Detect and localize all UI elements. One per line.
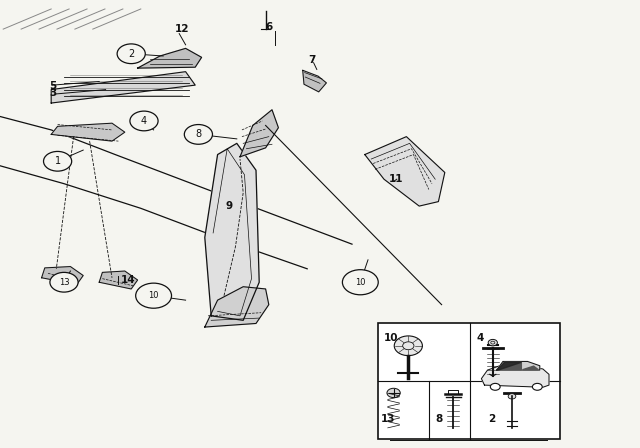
Polygon shape [99, 271, 138, 289]
Text: 10: 10 [355, 278, 365, 287]
Circle shape [532, 383, 542, 390]
Text: 10: 10 [148, 291, 159, 300]
Polygon shape [497, 362, 522, 370]
Polygon shape [365, 137, 445, 206]
Polygon shape [499, 362, 522, 370]
Text: 14: 14 [121, 275, 135, 285]
Circle shape [136, 283, 172, 308]
Circle shape [130, 111, 158, 131]
Polygon shape [205, 143, 259, 320]
Circle shape [387, 388, 400, 398]
Text: 4: 4 [141, 116, 147, 126]
Circle shape [490, 383, 500, 390]
Text: 10: 10 [384, 333, 399, 343]
Circle shape [117, 44, 145, 64]
Text: C005454-: C005454- [445, 431, 489, 440]
Circle shape [50, 272, 78, 292]
Polygon shape [240, 110, 278, 157]
Text: 3: 3 [49, 88, 57, 98]
Text: 11: 11 [389, 174, 403, 184]
Text: 7: 7 [308, 55, 316, 65]
Text: 12: 12 [175, 24, 189, 34]
Text: 6: 6 [265, 22, 273, 32]
Circle shape [184, 125, 212, 144]
Text: 2: 2 [488, 414, 495, 424]
Circle shape [342, 270, 378, 295]
Polygon shape [497, 362, 540, 370]
Text: 2: 2 [128, 49, 134, 59]
Text: 1: 1 [54, 156, 61, 166]
Text: 13: 13 [59, 278, 69, 287]
Polygon shape [481, 366, 549, 387]
Polygon shape [51, 123, 125, 141]
Polygon shape [138, 48, 202, 68]
Text: 5: 5 [49, 81, 57, 91]
Text: 4: 4 [477, 333, 484, 343]
Polygon shape [303, 70, 326, 92]
Circle shape [394, 336, 422, 356]
Text: 8: 8 [195, 129, 202, 139]
Circle shape [44, 151, 72, 171]
Circle shape [488, 340, 497, 346]
Text: 9: 9 [225, 201, 233, 211]
Text: 13: 13 [381, 414, 396, 424]
Circle shape [508, 394, 516, 399]
Polygon shape [523, 366, 538, 370]
Polygon shape [205, 287, 269, 327]
Text: 8: 8 [435, 414, 442, 424]
Polygon shape [42, 267, 83, 284]
Polygon shape [51, 72, 195, 103]
Bar [378, 323, 560, 439]
